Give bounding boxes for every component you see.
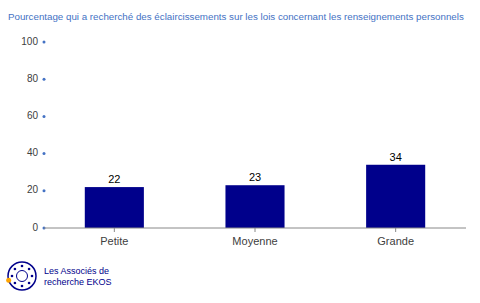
x-tick-label: Moyenne (232, 235, 277, 247)
logo-dot (28, 282, 31, 285)
logo-dot (31, 275, 34, 278)
logo-dot (21, 265, 24, 268)
chart: Pourcentage qui a recherché des éclairci… (0, 0, 480, 303)
x-tick-label: Grande (377, 235, 414, 247)
x-tick (114, 228, 115, 232)
logo-icon (6, 262, 36, 290)
y-tick-label: 80 (27, 73, 39, 84)
x-tick (395, 228, 396, 232)
logo-dot (28, 268, 31, 271)
data-label: 22 (108, 173, 120, 185)
y-tick-label: 60 (27, 110, 39, 121)
title: Pourcentage qui a recherché des éclairci… (8, 11, 464, 22)
logo-highlight (6, 278, 11, 283)
y-tick (43, 115, 46, 118)
logo-ring (8, 262, 36, 290)
data-label: 34 (390, 151, 402, 163)
y-tick (43, 189, 46, 192)
logo-text: Les Associés de (44, 266, 109, 276)
y-tick-label: 100 (21, 36, 38, 47)
y-tick-label: 20 (27, 184, 39, 195)
logo-text: recherche EKOS (44, 277, 112, 287)
logo-dot (21, 285, 24, 288)
bar (366, 165, 425, 228)
bar (85, 187, 144, 228)
y-tick (43, 152, 46, 155)
y-tick (43, 78, 46, 81)
y-tick-label: 40 (27, 147, 39, 158)
x-tick (255, 228, 256, 232)
y-tick (43, 41, 46, 44)
y-tick-label: 0 (32, 222, 38, 233)
data-label: 23 (249, 171, 261, 183)
bar (225, 185, 284, 228)
logo-core (17, 271, 28, 282)
x-tick-label: Petite (100, 235, 128, 247)
logo-dot (14, 282, 17, 285)
logo-dot (14, 268, 17, 271)
logo-dot (11, 275, 14, 278)
